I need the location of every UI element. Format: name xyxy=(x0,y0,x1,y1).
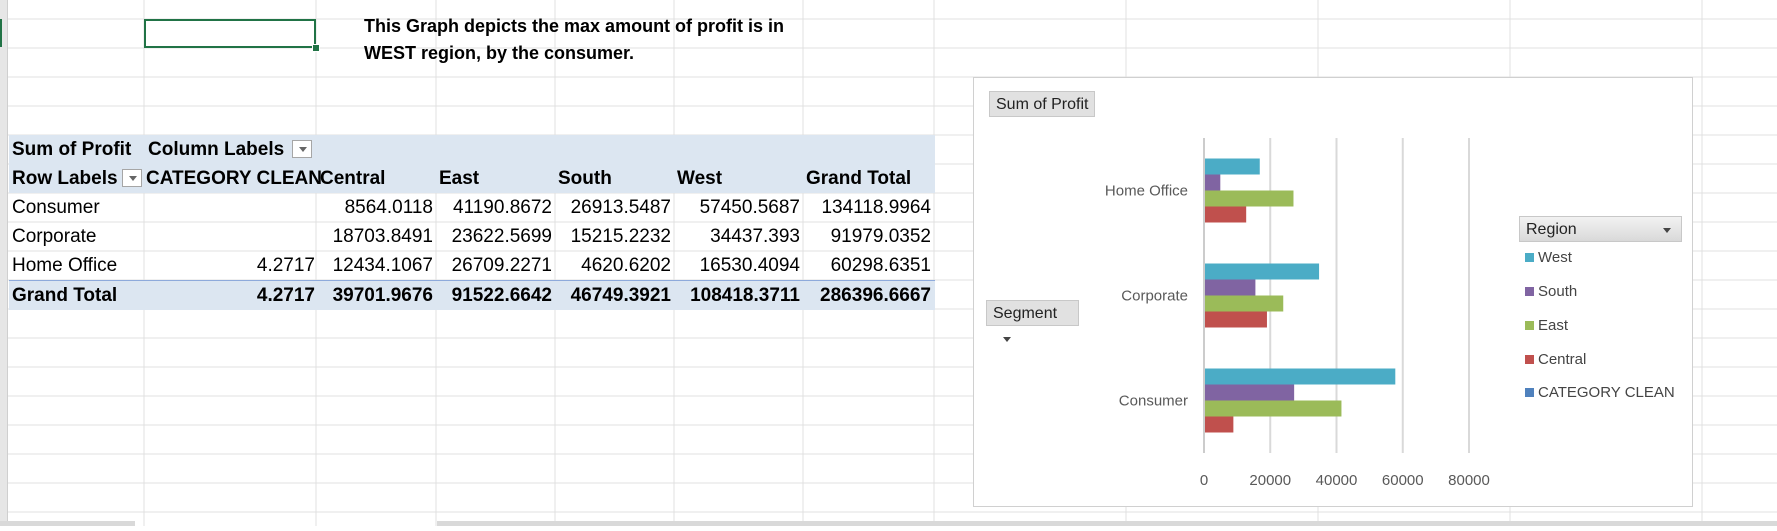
bar-east[interactable] xyxy=(1205,190,1294,207)
cell-value: 26709.2271 xyxy=(451,255,552,276)
cell-value: 60298.6351 xyxy=(830,255,931,276)
bar-south[interactable] xyxy=(1205,384,1295,401)
bar-central[interactable] xyxy=(1205,206,1247,223)
cell-value: 26913.5487 xyxy=(570,197,671,218)
bar-west[interactable] xyxy=(1205,368,1396,385)
cell-value: 41190.8672 xyxy=(453,197,552,218)
table-row: Home Office 4.2717 12434.1067 26709.2271… xyxy=(9,251,935,280)
cell-value: 39701.9676 xyxy=(332,285,433,306)
x-tick-label: 80000 xyxy=(1448,472,1490,489)
cell-value: 91522.6642 xyxy=(451,285,552,306)
legend-item: Central xyxy=(1525,350,1586,370)
legend-swatch xyxy=(1525,354,1534,364)
legend-swatch xyxy=(1525,320,1534,330)
column-header: Grand Total xyxy=(806,168,912,189)
column-header: Central xyxy=(320,168,386,189)
legend-swatch xyxy=(1525,387,1534,397)
description-note: This Graph depicts the max amount of pro… xyxy=(364,13,864,67)
legend-swatch xyxy=(1525,286,1534,296)
row-label: Consumer xyxy=(12,197,100,218)
table-row: Consumer 8564.0118 41190.8672 26913.5487… xyxy=(9,193,935,222)
y-category-label: Home Office xyxy=(1105,183,1188,200)
legend-label: South xyxy=(1538,283,1578,300)
chevron-down-icon xyxy=(1003,337,1011,343)
bar-south[interactable] xyxy=(1205,279,1256,296)
row-label: Grand Total xyxy=(12,285,118,306)
grand-total-row: Grand Total 4.2717 39701.9676 91522.6642… xyxy=(9,280,935,310)
bar-central[interactable] xyxy=(1205,416,1234,433)
chevron-down-icon xyxy=(1663,228,1671,233)
region-legend-filter[interactable]: Region xyxy=(1519,216,1682,242)
pivot-header-row-1: Sum of Profit Column Labels xyxy=(9,135,935,164)
legend-label: CATEGORY CLEAN xyxy=(1538,384,1675,401)
selected-row-marker xyxy=(0,19,2,47)
active-cell[interactable] xyxy=(144,19,316,48)
row-label: Home Office xyxy=(12,255,118,276)
legend-item: East xyxy=(1525,316,1568,336)
column-labels-filter-button[interactable] xyxy=(292,140,312,158)
cell-value: 57450.5687 xyxy=(699,197,800,218)
legend-label: Central xyxy=(1538,351,1587,368)
pivot-chart[interactable]: Sum of Profit Segment 0 20000 40000 60000 80… xyxy=(973,77,1693,507)
pivot-header-row-2: Row Labels CATEGORY CLEAN Central East S… xyxy=(9,164,935,193)
x-tick-label: 60000 xyxy=(1382,472,1424,489)
x-tick-label: 0 xyxy=(1200,472,1208,489)
cell-value: 16530.4094 xyxy=(699,255,800,276)
cell-value: 46749.3921 xyxy=(570,285,671,306)
column-header: South xyxy=(558,168,612,189)
bar-east[interactable] xyxy=(1205,400,1342,417)
legend-item: South xyxy=(1525,282,1577,302)
legend-title: Region xyxy=(1526,221,1577,238)
cell-value: 12434.1067 xyxy=(332,255,433,276)
legend-label: West xyxy=(1538,249,1572,266)
cell-value: 4.2717 xyxy=(256,255,315,276)
legend-item: CATEGORY CLEAN xyxy=(1525,383,1675,403)
segment-field-button[interactable]: Segment xyxy=(986,300,1079,343)
cell-value: 91979.0352 xyxy=(830,226,931,247)
cell-value: 15215.2232 xyxy=(570,226,671,247)
sum-of-profit-label: Sum of Profit xyxy=(12,139,132,160)
legend-item: West xyxy=(1525,248,1572,268)
cell-value: 4620.6202 xyxy=(581,255,671,276)
cell-value: 23622.5699 xyxy=(451,226,552,247)
legend-label: East xyxy=(1538,317,1569,334)
column-header: CATEGORY CLEAN xyxy=(146,168,322,189)
legend-swatch xyxy=(1525,252,1534,262)
row-label: Corporate xyxy=(12,226,97,247)
row-header-bar xyxy=(0,0,8,526)
y-category-label: Corporate xyxy=(1121,288,1188,305)
cell-value: 108418.3711 xyxy=(690,285,800,306)
sheet-scroll-area[interactable] xyxy=(0,521,135,526)
note-line-2: WEST region, by the consumer. xyxy=(364,43,635,63)
row-labels-label: Row Labels xyxy=(12,168,118,189)
cell-value xyxy=(145,193,315,222)
cell-value: 4.2717 xyxy=(256,285,315,306)
y-category-label: Consumer xyxy=(1119,393,1188,410)
row-labels-filter-button[interactable] xyxy=(122,169,142,187)
table-row: Corporate 18703.8491 23622.5699 15215.22… xyxy=(9,222,935,251)
chart-plot: 0 20000 40000 60000 80000 Home Office Corporat… xyxy=(1105,138,1490,489)
column-header: West xyxy=(677,168,723,189)
bar-west[interactable] xyxy=(1205,158,1260,175)
sum-of-profit-field-button[interactable]: Sum of Profit xyxy=(989,91,1096,117)
fill-handle[interactable] xyxy=(312,44,320,52)
x-tick-label: 40000 xyxy=(1316,472,1358,489)
cell-value: 286396.6667 xyxy=(820,285,931,306)
cell-value: 18703.8491 xyxy=(332,226,433,247)
cell-value xyxy=(145,222,315,251)
column-labels-label: Column Labels xyxy=(148,139,285,160)
bar-central[interactable] xyxy=(1205,311,1267,328)
cell-value: 134118.9964 xyxy=(821,197,931,218)
bar-west[interactable] xyxy=(1205,263,1320,280)
horizontal-scrollbar[interactable] xyxy=(437,521,1777,526)
cell-value: 8564.0118 xyxy=(344,197,433,218)
bar-east[interactable] xyxy=(1205,295,1284,312)
column-header: East xyxy=(439,168,480,189)
x-tick-label: 20000 xyxy=(1249,472,1291,489)
note-line-1: This Graph depicts the max amount of pro… xyxy=(364,16,785,36)
bar-south[interactable] xyxy=(1205,174,1221,191)
cell-value: 34437.393 xyxy=(710,226,800,247)
segment-field-label: Segment xyxy=(993,305,1058,322)
